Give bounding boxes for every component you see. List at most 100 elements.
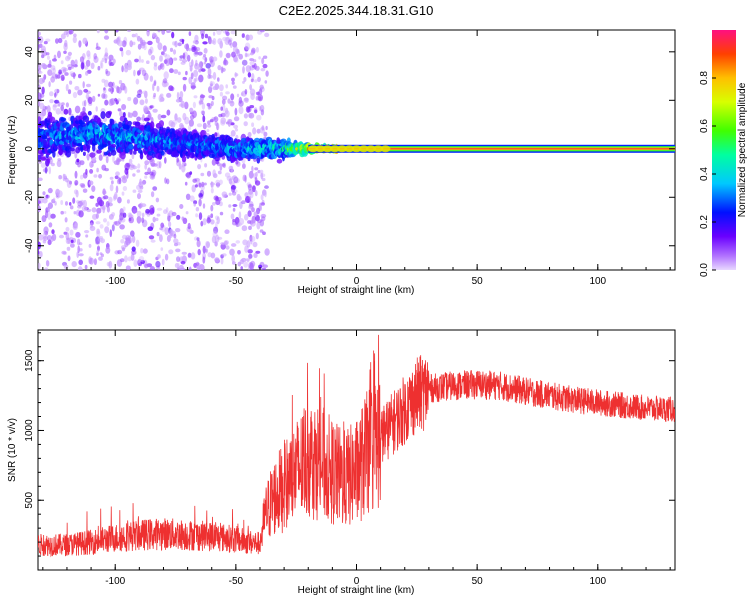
noise-cell [261,216,266,222]
noise-cell [51,235,54,242]
noise-cell [45,210,49,219]
noise-cell [111,180,114,185]
noise-cell [210,100,214,107]
noise-cell [193,50,199,57]
noise-cell [154,35,158,40]
noise-cell [193,203,196,207]
noise-cell [130,164,135,168]
band-cell [63,108,69,115]
noise-cell [210,204,214,212]
noise-cell [96,252,99,256]
noise-cell [199,61,202,69]
noise-cell [132,189,137,193]
noise-cell [106,206,110,213]
noise-cell [71,261,77,268]
noise-cell [244,89,248,95]
noise-cell [168,57,174,66]
noise-cell [139,178,142,186]
noise-cell [176,117,182,123]
noise-cell [216,216,220,225]
noise-cell [206,170,212,177]
noise-cell [254,190,258,197]
noise-cell [84,65,89,70]
noise-cell [152,216,156,223]
noise-cell [126,235,132,244]
noise-cell [193,236,199,241]
noise-cell [172,49,177,55]
noise-cell [190,72,194,80]
noise-cell [63,42,68,51]
noise-cell [243,97,250,103]
noise-cell [138,203,142,210]
noise-cell [137,43,142,50]
noise-cell [65,83,69,92]
noise-cell [197,51,203,56]
noise-cell [42,191,46,196]
noise-cell [136,35,141,42]
noise-cell [65,55,71,62]
noise-cell [212,56,218,62]
noise-cell [114,175,119,180]
noise-cell [203,61,207,65]
noise-cell [195,213,199,218]
noise-cell [203,182,207,186]
noise-cell [52,103,57,111]
noise-cell [182,76,187,81]
noise-cell [141,212,145,218]
noise-cell [259,169,264,174]
noise-cell [177,262,180,268]
noise-cell [92,213,98,220]
noise-cell [238,106,244,115]
band-cell [120,152,126,160]
noise-cell [58,37,63,44]
noise-cell [82,100,86,107]
noise-cell [216,182,220,188]
y-tick-label: 20 [24,94,35,106]
noise-cell [45,259,49,266]
noise-cell [141,69,147,77]
noise-cell [114,250,120,255]
noise-cell [103,87,106,91]
noise-cell [237,250,241,255]
noise-cell [194,184,198,188]
noise-cell [192,40,197,44]
noise-cell [247,249,253,254]
carrier-blob [308,145,319,153]
noise-cell [100,253,104,258]
noise-cell [140,259,145,265]
noise-cell [210,219,215,225]
noise-cell [68,66,72,71]
y-tick-label: 1000 [24,419,35,442]
noise-cell [215,221,218,229]
noise-cell [101,93,106,99]
noise-cell [120,239,125,244]
noise-cell [136,210,142,217]
noise-cell [214,257,220,263]
noise-cell [127,30,132,33]
noise-cell [213,226,219,234]
band-cell [195,132,199,137]
y-tick-label: 500 [24,491,35,508]
noise-cell [79,183,86,187]
carrier-peak [308,148,675,150]
noise-cell [52,58,57,62]
noise-cell [152,32,156,38]
noise-cell [252,127,257,135]
carrier-blob [380,145,391,153]
noise-cell [167,212,171,217]
noise-cell [105,70,111,77]
noise-cell [258,56,261,60]
noise-cell [136,215,142,224]
noise-cell [77,245,80,254]
noise-cell [72,71,76,80]
noise-cell [117,108,122,112]
noise-cell [138,89,142,93]
band-cell [133,150,137,155]
noise-cell [103,54,109,61]
noise-cell [93,55,99,64]
noise-cell [144,171,150,176]
noise-cell [232,85,237,89]
noise-cell [176,91,180,100]
noise-cell [257,96,262,101]
noise-cell [207,120,211,125]
